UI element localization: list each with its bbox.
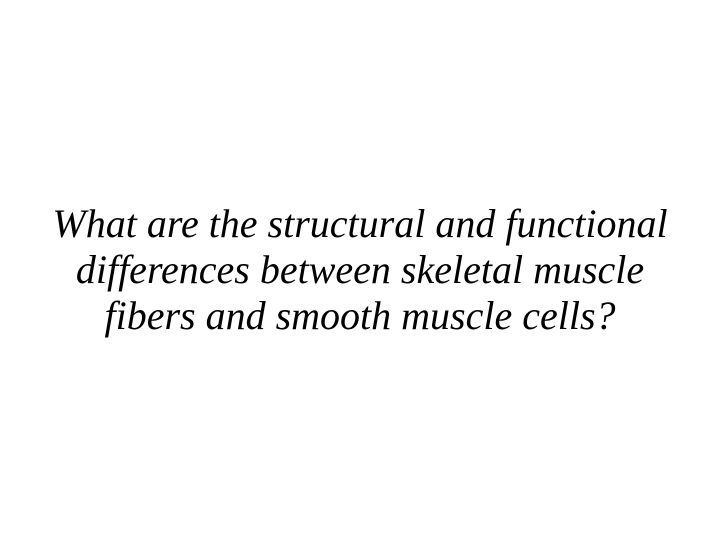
slide-content: What are the structural and functional d… — [0, 201, 720, 339]
slide-question-text: What are the structural and functional d… — [50, 201, 670, 339]
